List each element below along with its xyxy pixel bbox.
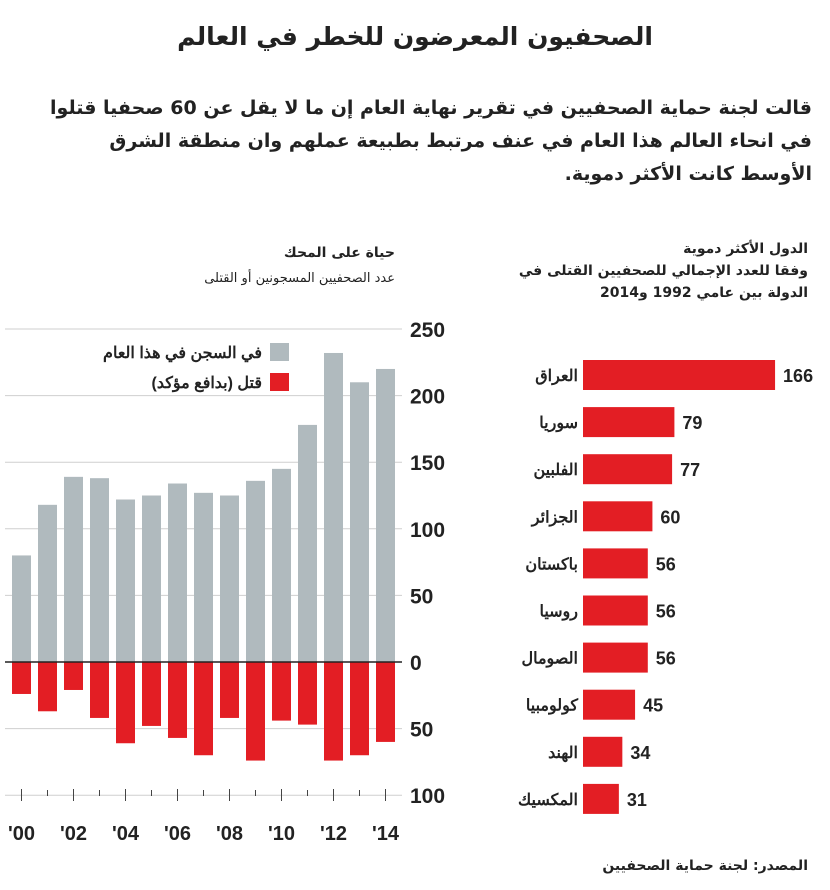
bar-jailed-2013 xyxy=(350,382,369,662)
legend-swatch xyxy=(270,373,289,391)
x-tick-label: '10 xyxy=(268,823,295,845)
x-tick-label: '12 xyxy=(320,823,347,845)
bar-jailed-2007 xyxy=(194,492,213,662)
bar-المكسيك xyxy=(583,783,619,814)
bar-killed-2005 xyxy=(142,662,161,726)
value-label: 45 xyxy=(643,696,663,716)
y-tick-label: 150 xyxy=(410,452,445,475)
bar-jailed-2014 xyxy=(376,368,395,662)
bar-jailed-2001 xyxy=(38,504,57,662)
left-chart-subtitle: عدد الصحفيين المسجونين أو القتلى xyxy=(204,271,395,286)
y-tick-label: 0 xyxy=(410,652,422,675)
bar-killed-2010 xyxy=(272,662,291,721)
page-title: الصحفيون المعرضون للخطر في العالم xyxy=(177,22,653,51)
y-tick-label: 50 xyxy=(410,719,433,742)
value-label: 56 xyxy=(656,554,676,574)
country-label: روسيا xyxy=(539,604,578,622)
y-tick-label: 250 xyxy=(410,319,445,342)
country-label: الجزائر xyxy=(531,509,578,527)
value-label: 56 xyxy=(656,649,676,669)
value-label: 34 xyxy=(630,743,650,763)
legend-label: في السجن في هذا العام xyxy=(103,345,262,363)
value-label: 166 xyxy=(783,366,813,386)
right-chart-subtitle: وفقا للعدد الإجمالي للصحفيين القتلى في ا… xyxy=(518,263,808,301)
value-label: 56 xyxy=(656,602,676,622)
x-tick-label: '14 xyxy=(372,823,400,845)
bar-الصومال xyxy=(583,642,648,673)
bar-باكستان xyxy=(583,548,648,579)
country-label: كولومبيا xyxy=(526,698,579,716)
bar-killed-2009 xyxy=(246,662,265,761)
y-tick-label: 100 xyxy=(410,785,445,808)
country-label: الصومال xyxy=(521,651,578,669)
country-label: العراق xyxy=(535,368,578,386)
right-chart-title: الدول الأكثر دموية xyxy=(683,241,808,257)
bar-العراق xyxy=(583,360,776,390)
bar-killed-2004 xyxy=(116,662,135,744)
bar-killed-2012 xyxy=(324,662,343,761)
country-label: الفلبين xyxy=(533,462,578,480)
bar-killed-2003 xyxy=(90,662,109,718)
right-chart-heading: الدول الأكثر دموية وفقا للعدد الإجمالي ل… xyxy=(508,238,808,304)
bar-jailed-2005 xyxy=(142,495,161,662)
y-tick-label: 50 xyxy=(410,585,433,608)
bar-jailed-2012 xyxy=(324,352,343,662)
x-tick-label: '06 xyxy=(164,823,191,845)
country-label: سوريا xyxy=(539,415,578,433)
legend-label: قتل (بدافع مؤكد) xyxy=(152,375,262,393)
y-tick-label: 100 xyxy=(410,519,445,542)
x-tick-label: '08 xyxy=(216,823,243,845)
bar-jailed-2010 xyxy=(272,468,291,662)
bar-jailed-2008 xyxy=(220,495,239,662)
country-label: الهند xyxy=(548,745,578,763)
bar-jailed-2011 xyxy=(298,424,317,662)
bar-روسيا xyxy=(583,595,648,626)
bar-سوريا xyxy=(583,407,675,438)
value-label: 31 xyxy=(627,790,647,810)
x-tick-label: '00 xyxy=(8,823,35,845)
x-tick-label: '04 xyxy=(112,823,140,845)
bar-jailed-2000 xyxy=(12,555,31,662)
legend-swatch xyxy=(270,343,289,361)
y-tick-label: 200 xyxy=(410,386,445,409)
bar-jailed-2003 xyxy=(90,478,109,662)
x-tick-label: '02 xyxy=(60,823,87,845)
source-note: المصدر: لجنة حماية الصحفيين xyxy=(602,858,808,874)
bar-الفلبين xyxy=(583,454,673,485)
bar-killed-2014 xyxy=(376,662,395,742)
left-chart-heading: حياة على المحك عدد الصحفيين المسجونين أو… xyxy=(15,240,395,292)
bar-الهند xyxy=(583,736,623,767)
bar-killed-2013 xyxy=(350,662,369,756)
bar-jailed-2009 xyxy=(246,480,265,662)
bar-killed-2001 xyxy=(38,662,57,712)
bar-الجزائر xyxy=(583,501,653,532)
bar-jailed-2006 xyxy=(168,483,187,662)
value-label: 60 xyxy=(660,507,680,527)
bar-killed-2006 xyxy=(168,662,187,738)
bar-killed-2008 xyxy=(220,662,239,718)
value-label: 77 xyxy=(680,460,700,480)
bar-killed-2002 xyxy=(64,662,83,690)
bar-jailed-2002 xyxy=(64,476,83,662)
value-label: 79 xyxy=(682,413,702,433)
left-chart-title: حياة على المحك xyxy=(283,245,395,261)
bar-killed-2007 xyxy=(194,662,213,756)
country-label: باكستان xyxy=(525,556,578,573)
bar-killed-2000 xyxy=(12,662,31,694)
intro-text: قالت لجنة حماية الصحفيين في تقرير نهاية … xyxy=(50,97,812,185)
bar-كولومبيا xyxy=(583,689,636,720)
bar-killed-2011 xyxy=(298,662,317,725)
country-label: المكسيك xyxy=(518,792,578,809)
bar-jailed-2004 xyxy=(116,499,135,662)
